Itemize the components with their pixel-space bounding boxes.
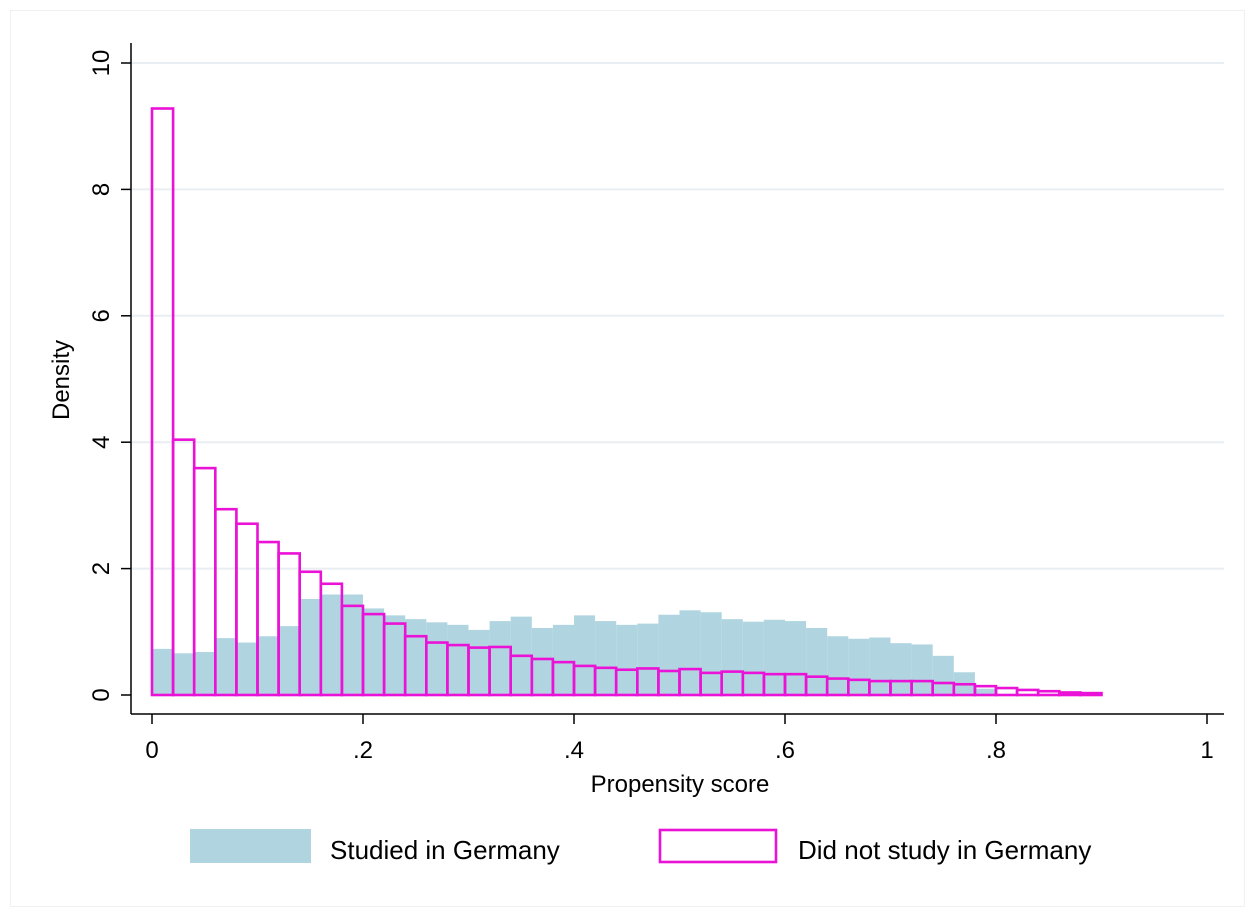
gridlines — [131, 62, 1224, 570]
bar-0-3 — [215, 638, 237, 695]
bar-0-6 — [278, 626, 300, 695]
y-axis-title: Density — [48, 340, 75, 420]
y-tick-label-2: 4 — [88, 436, 115, 449]
bar-0-21 — [595, 621, 617, 695]
bar-0-4 — [236, 642, 258, 695]
bar-1-43 — [1058, 691, 1082, 697]
bar-0-18 — [531, 628, 553, 695]
bar-0-30 — [785, 621, 807, 695]
bar-0-27 — [721, 619, 743, 695]
bar-1-44 — [1079, 691, 1103, 697]
bar-0-11 — [384, 615, 406, 695]
bar-0-16 — [489, 621, 511, 695]
y-tick-label-0: 0 — [88, 688, 115, 701]
bar-0-22 — [616, 624, 638, 695]
bar-0-36 — [911, 644, 933, 695]
bar-0-9 — [341, 594, 363, 695]
bar-0-0 — [152, 648, 174, 695]
bar-0-19 — [552, 624, 574, 695]
bar-0-35 — [890, 643, 912, 695]
bar-0-15 — [468, 629, 490, 695]
x-axis-title: Propensity score — [591, 771, 770, 798]
legend-swatch-studied-in-germany — [190, 829, 311, 863]
bar-0-29 — [763, 619, 785, 695]
bar-0-10 — [363, 608, 385, 695]
bar-0-1 — [173, 653, 195, 695]
legend-label-did-not-study-in-germany: Did not study in Germany — [798, 835, 1091, 865]
y-tick-label-3: 6 — [88, 309, 115, 322]
x-tick-label-2: .4 — [564, 737, 584, 764]
bar-0-12 — [405, 619, 427, 695]
legend: Studied in Germany Did not study in Germ… — [190, 828, 1091, 865]
bar-0-28 — [742, 621, 764, 695]
x-tick-label-0: 0 — [145, 737, 158, 764]
x-tick-label-5: 1 — [1200, 737, 1213, 764]
legend-label-studied-in-germany: Studied in Germany — [330, 835, 560, 865]
series-did-not-study-in-germany — [150, 107, 1103, 697]
bar-0-37 — [932, 655, 954, 695]
bar-0-5 — [257, 636, 279, 695]
y-tick-label-1: 2 — [88, 562, 115, 575]
bar-0-14 — [447, 624, 469, 695]
bar-0-34 — [869, 637, 891, 695]
bar-0-13 — [426, 622, 448, 695]
chart-frame — [10, 10, 1245, 907]
y-tick-label-5: 10 — [88, 50, 115, 77]
y-tick-label-4: 8 — [88, 183, 115, 196]
bar-0-33 — [848, 638, 870, 695]
x-tick-label-4: .8 — [986, 737, 1006, 764]
bar-1-42 — [1036, 689, 1061, 697]
bar-0-8 — [320, 594, 342, 695]
bar-0-7 — [299, 598, 321, 695]
legend-swatch-did-not-study-in-germany — [658, 828, 778, 864]
bar-0-23 — [637, 623, 659, 695]
axes — [130, 43, 1224, 715]
bar-0-39 — [974, 688, 996, 695]
bar-1-0 — [150, 107, 175, 697]
bar-0-24 — [658, 614, 680, 695]
bar-1-41 — [1015, 688, 1040, 697]
x-tick-label-1: .2 — [353, 737, 373, 764]
bar-1-40 — [994, 686, 1019, 697]
x-tick-label-3: .6 — [775, 737, 795, 764]
bar-0-32 — [827, 636, 849, 695]
bar-0-25 — [679, 610, 701, 695]
bar-0-20 — [574, 615, 596, 695]
bar-0-26 — [700, 612, 722, 695]
bar-0-31 — [806, 628, 828, 695]
bar-0-2 — [194, 652, 216, 695]
